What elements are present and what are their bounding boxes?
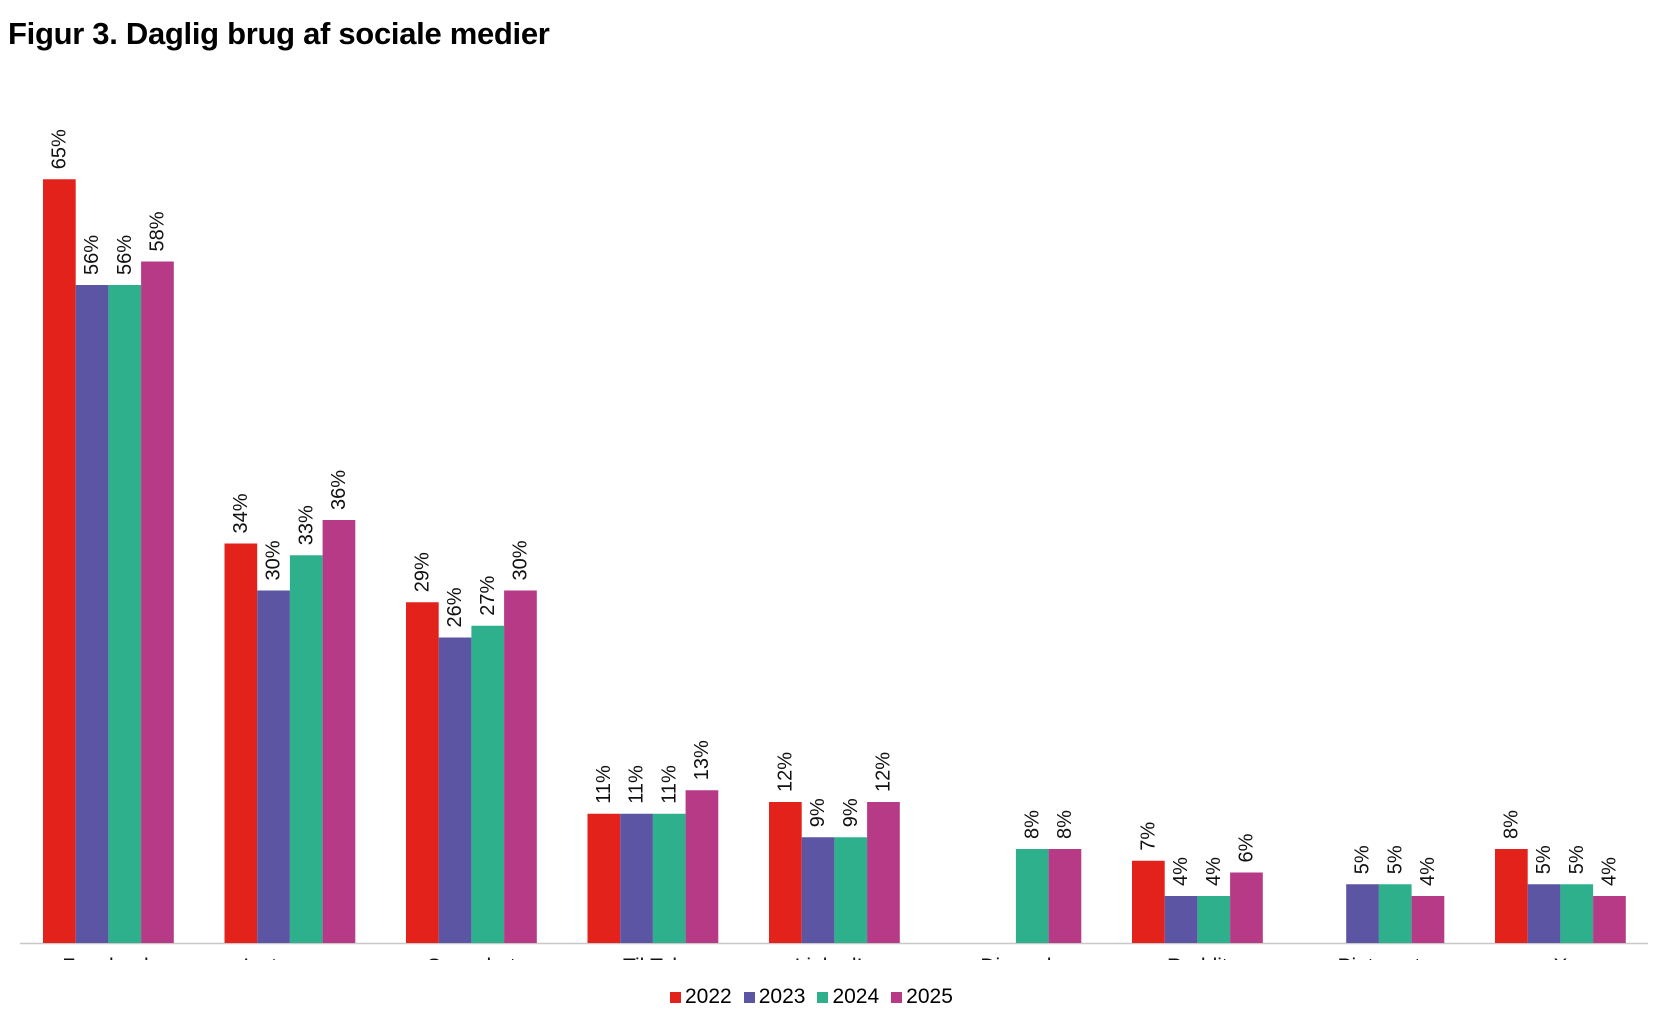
- bar-snapchat-2022: [406, 602, 439, 943]
- x-tick-label-x: X: [1553, 955, 1567, 960]
- data-label-reddit-2024: 4%: [1203, 857, 1225, 886]
- data-label-instagram-2024: 33%: [295, 505, 317, 545]
- data-label-linkedin-2023: 9%: [807, 798, 829, 827]
- legend-label-2022: 2022: [685, 985, 732, 1008]
- legend-item-2023: 2023: [743, 985, 806, 1009]
- bar-facebook-2022: [43, 179, 76, 943]
- bar-discord-2024: [1015, 849, 1049, 943]
- bar-snapchat-2025: [504, 590, 537, 943]
- bar-x-2025: [1593, 896, 1626, 943]
- legend-item-2024: 2024: [817, 985, 879, 1009]
- bar-pinterest-2024: [1378, 884, 1412, 943]
- data-label-reddit-2025: 6%: [1235, 833, 1257, 862]
- bar-snapchat-2024: [471, 625, 505, 943]
- data-label-x-2024: 5%: [1566, 845, 1588, 874]
- bar-facebook-2025: [141, 261, 174, 943]
- x-tick-label-pinterest: Pinterest: [1337, 955, 1420, 960]
- data-label-x-2023: 5%: [1533, 845, 1555, 874]
- bar-facebook-2023: [75, 285, 109, 943]
- data-label-snapchat-2025: 30%: [509, 540, 531, 580]
- legend-item-2022: 2022: [670, 985, 732, 1009]
- data-label-discord-2025: 8%: [1054, 810, 1076, 839]
- bar-tiktok-2022: [587, 813, 621, 943]
- bar-pinterest-2023: [1346, 884, 1379, 943]
- bar-x-2022: [1495, 849, 1528, 943]
- bar-linkedin-2024: [834, 837, 868, 943]
- bar-instagram-2024: [289, 555, 323, 943]
- data-label-instagram-2022: 34%: [230, 493, 252, 533]
- data-label-facebook-2023: 56%: [81, 235, 103, 275]
- x-tick-label-linkedin: LinkedIn: [795, 955, 874, 960]
- legend-swatch-2022: [670, 991, 681, 1003]
- data-label-linkedin-2025: 12%: [872, 752, 894, 792]
- legend-swatch-2023: [743, 991, 755, 1003]
- data-label-tiktok-2025: 13%: [691, 740, 713, 780]
- data-label-snapchat-2022: 29%: [411, 552, 433, 592]
- bar-pinterest-2025: [1411, 896, 1445, 943]
- data-label-tiktok-2022: 11%: [593, 765, 615, 804]
- bar-reddit-2023: [1164, 896, 1198, 943]
- data-label-snapchat-2023: 26%: [444, 587, 466, 627]
- chart-title: Figur 3. Daglig brug af sociale medier: [8, 16, 550, 51]
- data-label-tiktok-2024: 11%: [658, 765, 680, 804]
- legend-label-2024: 2024: [832, 985, 880, 1008]
- bar-tiktok-2024: [652, 813, 686, 943]
- data-label-tiktok-2023: 11%: [626, 765, 648, 804]
- data-label-instagram-2025: 36%: [328, 470, 350, 510]
- data-label-reddit-2022: 7%: [1137, 822, 1159, 851]
- legend-label-2025: 2025: [906, 985, 953, 1008]
- bar-linkedin-2025: [867, 802, 900, 943]
- bar-tiktok-2023: [620, 813, 653, 943]
- bar-discord-2025: [1048, 849, 1082, 943]
- data-label-linkedin-2022: 12%: [774, 752, 796, 792]
- data-label-facebook-2024: 56%: [114, 235, 136, 275]
- bar-reddit-2024: [1197, 896, 1231, 943]
- data-label-facebook-2025: 58%: [146, 211, 168, 251]
- data-label-x-2025: 4%: [1598, 857, 1620, 886]
- legend-swatch-2024: [817, 991, 829, 1003]
- bar-x-2023: [1527, 884, 1561, 943]
- bar-x-2024: [1560, 884, 1594, 943]
- data-label-reddit-2023: 4%: [1170, 857, 1192, 886]
- x-tick-label-reddit: Reddit: [1167, 955, 1228, 960]
- data-label-x-2022: 8%: [1500, 810, 1522, 839]
- data-label-instagram-2023: 30%: [263, 540, 285, 580]
- bar-tiktok-2025: [685, 790, 719, 943]
- bar-reddit-2025: [1230, 872, 1263, 943]
- legend-swatch-2025: [891, 991, 903, 1003]
- data-label-pinterest-2025: 4%: [1417, 857, 1439, 886]
- x-tick-label-tiktok: TikTok: [623, 955, 683, 960]
- data-label-pinterest-2024: 5%: [1384, 845, 1406, 874]
- bar-snapchat-2023: [438, 637, 472, 943]
- bar-instagram-2023: [257, 590, 290, 943]
- bar-linkedin-2023: [801, 837, 835, 943]
- x-tick-label-snapchat: Snapchat: [427, 955, 516, 960]
- data-label-snapchat-2024: 27%: [477, 576, 499, 616]
- data-label-linkedin-2024: 9%: [840, 798, 862, 827]
- data-label-pinterest-2023: 5%: [1352, 845, 1374, 874]
- legend-item-2025: 2025: [891, 985, 953, 1009]
- x-tick-label-discord: Discord: [980, 955, 1051, 960]
- x-tick-label-facebook: Facebook: [62, 955, 155, 960]
- data-label-discord-2024: 8%: [1021, 810, 1043, 839]
- bar-instagram-2022: [224, 543, 258, 943]
- data-label-facebook-2022: 65%: [48, 129, 70, 169]
- bar-instagram-2025: [322, 520, 356, 943]
- bar-facebook-2024: [108, 285, 142, 943]
- bar-chart: 65% 56% 56% 58% Facebook 34% 30% 33% 36% Instagra…: [20, 129, 1648, 960]
- bar-reddit-2022: [1132, 860, 1165, 943]
- bar-linkedin-2022: [769, 802, 802, 943]
- legend-label-2023: 2023: [758, 985, 806, 1008]
- x-tick-label-instagram: Instagram: [243, 955, 336, 960]
